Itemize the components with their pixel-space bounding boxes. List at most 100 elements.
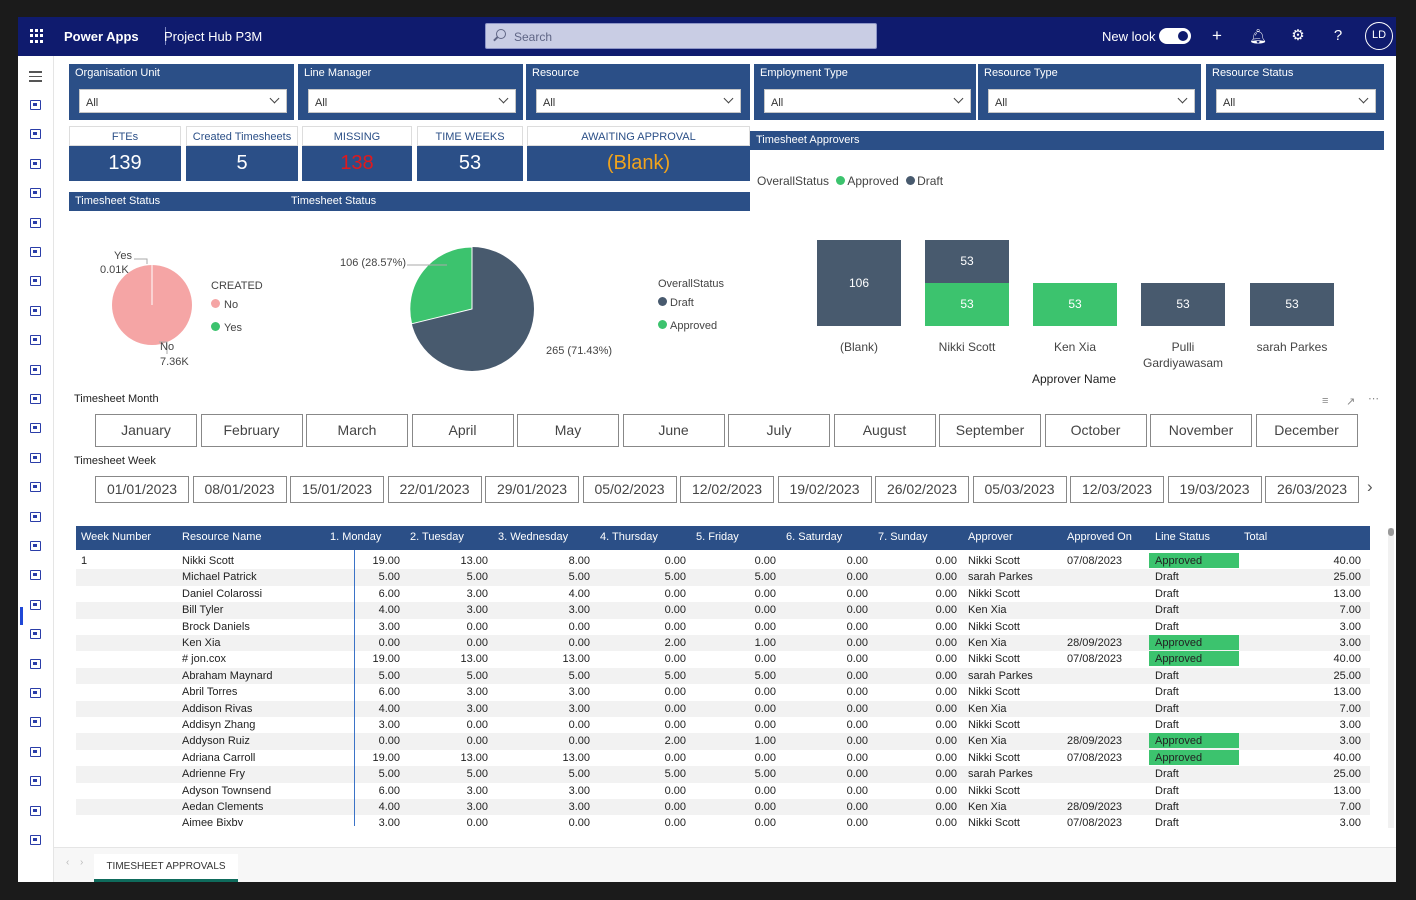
table-row[interactable]: Addyson Ruiz 0.00 0.00 0.00 2.00 1.00 0.00 0.00… [76,733,1370,750]
rail-nav-icon[interactable] [30,805,41,816]
week-button[interactable]: 15/01/2023 [290,476,384,503]
bar-approved[interactable]: 53 [925,283,1009,326]
search-input[interactable]: Search [485,23,877,49]
table-row[interactable]: 1 Nikki Scott 19.00 13.00 8.00 0.00 0.00 0.00 0.… [76,553,1370,569]
column-header[interactable]: Line Status [1155,531,1211,543]
rail-nav-icon[interactable] [30,776,41,787]
table-row[interactable]: Aimee Bixby 3.00 0.00 0.00 0.00 0.00 0.00 0.00 N… [76,815,1370,826]
legend-item-yes[interactable]: Yes [211,322,242,334]
column-header[interactable]: 3. Wednesday [498,531,569,543]
chevron-right-icon[interactable]: › [1367,477,1373,496]
month-button[interactable]: April [411,414,514,447]
rail-nav-icon[interactable] [30,629,41,640]
rail-nav-icon[interactable] [30,364,41,375]
month-button[interactable]: February [200,414,303,447]
week-button[interactable]: 26/03/2023 [1265,476,1359,503]
month-button[interactable]: March [306,414,408,447]
column-header[interactable]: 2. Tuesday [410,531,464,543]
rail-nav-icon[interactable] [30,423,41,434]
table-row[interactable]: Abril Torres 6.00 3.00 3.00 0.00 0.00 0.00 0.00… [76,684,1370,700]
legend-item-no[interactable]: No [211,299,238,311]
month-button[interactable]: November [1150,414,1252,447]
bar-draft[interactable]: 53 [1141,283,1225,326]
month-button[interactable]: May [517,414,619,447]
rail-nav-icon[interactable] [30,188,41,199]
chevron-right-icon[interactable]: › [80,857,84,868]
rail-nav-icon[interactable] [30,570,41,581]
column-header[interactable]: Approved On [1067,531,1132,543]
legend-item-approved[interactable]: Approved [658,320,717,332]
rail-nav-icon[interactable] [30,129,41,140]
table-scrollbar[interactable] [1388,528,1394,828]
week-button[interactable]: 19/02/2023 [777,476,872,503]
column-header[interactable]: Total [1244,531,1268,543]
column-header[interactable]: 1. Monday [330,531,382,543]
column-header[interactable]: 7. Sunday [878,531,928,543]
week-button[interactable]: 19/03/2023 [1167,476,1262,503]
employment-type-dropdown[interactable]: All [764,89,971,113]
table-row[interactable]: # jon.cox 19.00 13.00 13.00 0.00 0.00 0.00 0.00… [76,651,1370,667]
resource-status-dropdown[interactable]: All [1216,89,1376,113]
week-button[interactable]: 08/01/2023 [192,476,287,503]
gear-icon[interactable]: ⚙ [1291,27,1305,44]
month-button[interactable]: June [622,414,725,447]
resource-dropdown[interactable]: All [536,89,741,113]
rail-nav-icon[interactable] [30,335,41,346]
legend-label[interactable]: Draft [917,174,944,188]
created-pie-chart[interactable] [69,214,289,374]
column-header[interactable]: 5. Friday [696,531,739,543]
rail-nav-icon[interactable] [30,746,41,757]
week-button[interactable]: 26/02/2023 [875,476,969,503]
rail-nav-icon[interactable] [30,452,41,463]
rail-nav-icon[interactable] [30,482,41,493]
table-row[interactable]: Adyson Townsend 6.00 3.00 3.00 0.00 0.00 0.00 0… [76,783,1370,799]
rail-nav-icon[interactable] [30,688,41,698]
avatar[interactable]: LD [1365,22,1393,50]
rail-nav-icon[interactable] [30,658,41,669]
app-launcher-icon[interactable] [30,29,44,43]
rail-nav-icon[interactable] [30,100,41,110]
rail-nav-icon[interactable] [30,717,41,728]
table-row[interactable]: Ken Xia 0.00 0.00 0.00 2.00 1.00 0.00 0.00 Ken X… [76,635,1370,652]
week-button[interactable]: 22/01/2023 [387,476,482,503]
focus-mode-icon[interactable]: ↗ [1346,396,1356,408]
app-name[interactable]: Power Apps [64,29,139,44]
month-button[interactable]: January [95,414,197,447]
rail-nav-icon[interactable] [30,541,41,551]
legend-label[interactable]: Approved [847,174,899,188]
hamburger-icon[interactable] [29,71,42,85]
resource-type-dropdown[interactable]: All [988,89,1195,113]
rail-nav-icon[interactable] [30,247,41,257]
week-button[interactable]: 12/03/2023 [1070,476,1164,503]
table-row[interactable]: Adriana Carroll 19.00 13.00 13.00 0.00 0.00 0.… [76,749,1370,766]
rail-nav-icon[interactable] [30,305,41,316]
plus-icon[interactable]: + [1212,26,1222,45]
rail-nav-icon[interactable] [30,599,41,610]
table-row[interactable]: Addisyn Zhang 3.00 0.00 0.00 0.00 0.00 0.00 0.0… [76,717,1370,733]
month-button[interactable]: December [1255,414,1358,447]
rail-nav-icon[interactable] [30,511,41,522]
rail-nav-icon[interactable] [30,835,41,845]
month-button[interactable]: August [833,414,936,447]
column-header[interactable]: 6. Saturday [786,531,843,543]
overall-status-pie-chart[interactable] [402,239,562,379]
tab-timesheet-approvals[interactable]: TIMESHEET APPROVALS [94,854,238,882]
column-header[interactable]: Approver [968,531,1013,543]
table-row[interactable]: Aedan Clements 4.00 3.00 3.00 0.00 0.00 0.00 0.… [76,799,1370,816]
month-button[interactable]: October [1044,414,1147,447]
month-button[interactable]: September [939,414,1041,447]
bar-draft[interactable]: 53 [1250,283,1334,326]
column-header[interactable]: Week Number [81,531,152,543]
more-options-icon[interactable]: ⋯ [1368,393,1379,405]
filter-icon[interactable]: ≡ [1322,395,1329,407]
bar-approved[interactable]: 53 [1033,283,1117,326]
month-button[interactable]: July [728,414,830,447]
line-manager-dropdown[interactable]: All [308,89,516,113]
table-row[interactable]: Addison Rivas 4.00 3.00 3.00 0.00 0.00 0.00 0.0… [76,700,1370,717]
rail-nav-icon[interactable] [30,158,41,169]
week-button[interactable]: 05/02/2023 [582,476,677,503]
table-row[interactable]: Michael Patrick 5.00 5.00 5.00 5.00 5.00 0.00 0… [76,569,1370,586]
chevron-left-icon[interactable]: ‹ [66,857,70,868]
bar-draft[interactable]: 106 [817,240,901,326]
column-header[interactable]: Resource Name [182,531,262,543]
